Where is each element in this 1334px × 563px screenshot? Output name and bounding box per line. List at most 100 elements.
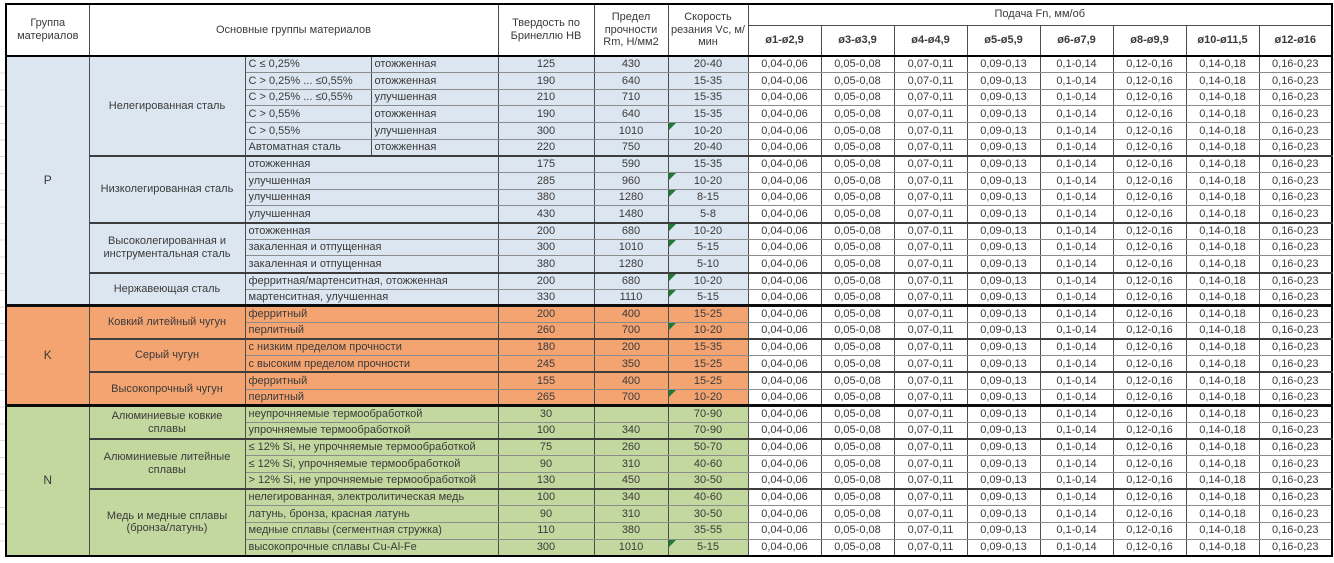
cell-feed-3: 0,09-0,13 xyxy=(966,88,1041,107)
cell-feed-5: 0,12-0,16 xyxy=(1112,505,1187,523)
cell-feed-0: 0,04-0,06 xyxy=(747,55,822,74)
cell-hardness-hb: 130 xyxy=(497,471,595,490)
cell-strength-rm: 590 xyxy=(593,154,669,174)
subgroup-name-cell: Высокопрочный чугун xyxy=(88,371,246,407)
cell-feed-6: 0,14-0,18 xyxy=(1185,471,1260,490)
cell-feed-5: 0,12-0,16 xyxy=(1112,521,1187,540)
cell-feed-1: 0,05-0,08 xyxy=(820,288,895,307)
cell-feed-7: 0,16-0,23 xyxy=(1258,122,1333,140)
cell-feed-1: 0,05-0,08 xyxy=(820,172,895,190)
table-row: Высокопрочный чугун ферритный 155 400 15-25 0… xyxy=(6,371,1333,407)
cell-feed-1: 0,05-0,08 xyxy=(820,338,895,357)
cell-strength-rm: 750 xyxy=(593,138,669,157)
subgroup-name-cell: Ковкий литейный чугун xyxy=(88,304,246,340)
cell-feed-4: 0,1-0,14 xyxy=(1039,255,1114,274)
cell-feed-2: 0,07-0,11 xyxy=(893,271,968,290)
cell-feed-1: 0,05-0,08 xyxy=(820,122,895,140)
cell-strength-rm: 1110 xyxy=(593,288,669,307)
excel-error-indicator-icon xyxy=(669,173,676,181)
cell-feed-1: 0,05-0,08 xyxy=(820,271,895,290)
table-row: > 12% Si, не упрочняемые термообработкой… xyxy=(6,471,1333,490)
cell-speed-vc: 10-20 xyxy=(667,122,749,140)
cell-feed-4: 0,1-0,14 xyxy=(1039,538,1114,557)
excel-error-indicator-icon xyxy=(669,390,676,397)
cell-hardness-hb: 200 xyxy=(497,304,595,323)
cell-feed-1: 0,05-0,08 xyxy=(820,438,895,457)
cell-feed-0: 0,04-0,06 xyxy=(747,338,822,357)
detail-cell: перлитный xyxy=(244,322,499,340)
cell-feed-5: 0,12-0,16 xyxy=(1112,238,1187,257)
table-row: N Алюминиевые ковкие сплавы неупрочняемые … xyxy=(5,404,1333,557)
cell-feed-4: 0,1-0,14 xyxy=(1039,221,1114,240)
cell-strength-rm xyxy=(593,404,669,423)
header-speed: Скорость резания Vc, м/мин xyxy=(667,3,749,57)
table-row: Нержавеющая сталь ферритная/мартенситная,… xyxy=(6,271,1333,307)
cell-feed-4: 0,1-0,14 xyxy=(1039,455,1114,473)
table-row: улучшенная 430 1480 5-8 0,04-0,06 0,05-0,08 0,… xyxy=(6,205,1333,224)
cell-speed-vc: 5-15 xyxy=(667,238,749,257)
cell-feed-1: 0,05-0,08 xyxy=(820,304,895,323)
cell-feed-2: 0,07-0,11 xyxy=(893,138,968,157)
cell-feed-6: 0,14-0,18 xyxy=(1185,55,1260,74)
cell-feed-3: 0,09-0,13 xyxy=(966,205,1041,224)
cell-feed-1: 0,05-0,08 xyxy=(820,238,895,257)
cell-feed-3: 0,09-0,13 xyxy=(966,521,1041,540)
cell-feed-6: 0,14-0,18 xyxy=(1185,538,1260,557)
cell-speed-vc: 5-15 xyxy=(667,538,749,557)
cell-feed-6: 0,14-0,18 xyxy=(1185,304,1260,323)
cell-feed-6: 0,14-0,18 xyxy=(1185,288,1260,307)
cell-feed-4: 0,1-0,14 xyxy=(1039,88,1114,107)
cell-feed-1: 0,05-0,08 xyxy=(820,421,895,440)
cell-feed-7: 0,16-0,23 xyxy=(1258,304,1333,323)
cell-feed-7: 0,16-0,23 xyxy=(1258,288,1333,307)
cell-speed-vc: 5-15 xyxy=(667,288,749,307)
table-row: мартенситная, улучшенная 330 1110 5-15 0,04-… xyxy=(6,288,1333,307)
cell-feed-4: 0,1-0,14 xyxy=(1039,72,1114,90)
cell-feed-3: 0,09-0,13 xyxy=(966,488,1041,507)
detail-cell: с высоким пределом прочности xyxy=(244,355,499,373)
cell-feed-0: 0,04-0,06 xyxy=(747,138,822,157)
cell-feed-0: 0,04-0,06 xyxy=(747,122,822,140)
detail-state-cell: отожженная xyxy=(370,138,499,157)
cell-feed-5: 0,12-0,16 xyxy=(1112,122,1187,140)
cell-feed-5: 0,12-0,16 xyxy=(1112,455,1187,473)
table-row: Низколегированная сталь отожженная 175 590 1… xyxy=(6,154,1333,224)
cell-hardness-hb: 380 xyxy=(497,188,595,207)
cell-feed-3: 0,09-0,13 xyxy=(966,421,1041,440)
cell-feed-3: 0,09-0,13 xyxy=(966,404,1041,423)
cutting-data-table: Группа материалов Основные группы матери… xyxy=(5,3,1334,557)
header-material-group: Группа материалов xyxy=(5,3,90,57)
cell-hardness-hb: 110 xyxy=(497,521,595,540)
cell-feed-1: 0,05-0,08 xyxy=(820,105,895,124)
detail-cell: C ≤ 0,25% xyxy=(244,55,372,74)
cell-feed-0: 0,04-0,06 xyxy=(747,322,822,340)
cell-feed-7: 0,16-0,23 xyxy=(1258,438,1333,457)
detail-cell: отожженная xyxy=(244,154,499,174)
cell-feed-0: 0,04-0,06 xyxy=(747,388,822,407)
cell-feed-4: 0,1-0,14 xyxy=(1039,105,1114,124)
cell-feed-5: 0,12-0,16 xyxy=(1112,421,1187,440)
cell-strength-rm: 200 xyxy=(593,338,669,357)
cell-feed-4: 0,1-0,14 xyxy=(1039,271,1114,290)
cell-feed-0: 0,04-0,06 xyxy=(747,371,822,390)
cell-feed-2: 0,07-0,11 xyxy=(893,538,968,557)
cell-feed-7: 0,16-0,23 xyxy=(1258,338,1333,357)
cell-hardness-hb: 285 xyxy=(497,172,595,190)
cell-feed-2: 0,07-0,11 xyxy=(893,154,968,174)
cell-feed-6: 0,14-0,18 xyxy=(1185,88,1260,107)
cell-feed-5: 0,12-0,16 xyxy=(1112,538,1187,557)
cell-speed-vc: 50-70 xyxy=(667,438,749,457)
cell-feed-1: 0,05-0,08 xyxy=(820,355,895,373)
cell-speed-vc: 70-90 xyxy=(667,404,749,423)
cell-feed-2: 0,07-0,11 xyxy=(893,172,968,190)
cell-hardness-hb: 260 xyxy=(497,322,595,340)
subgroup-name-cell: Нелегированная сталь xyxy=(88,55,246,157)
cell-feed-5: 0,12-0,16 xyxy=(1112,138,1187,157)
cell-feed-1: 0,05-0,08 xyxy=(820,404,895,423)
cell-strength-rm: 340 xyxy=(593,421,669,440)
cell-strength-rm: 340 xyxy=(593,488,669,507)
cell-feed-5: 0,12-0,16 xyxy=(1112,404,1187,423)
cell-feed-2: 0,07-0,11 xyxy=(893,455,968,473)
cell-feed-4: 0,1-0,14 xyxy=(1039,322,1114,340)
